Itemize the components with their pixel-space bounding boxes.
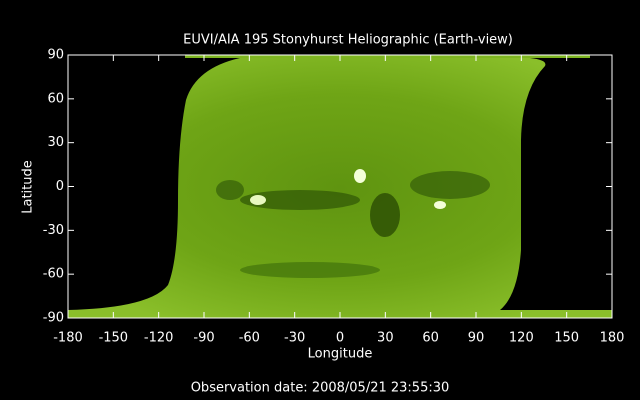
x-tick-label: -30 [284,331,305,346]
x-tick-label: 120 [509,331,534,346]
x-tick-label: -180 [53,331,83,346]
x-tick-label: -60 [239,331,260,346]
y-tick-label: 30 [47,135,64,150]
y-tick-label: -30 [43,223,64,238]
x-tick-label: 150 [554,331,579,346]
solar-map [68,55,612,318]
x-tick-label: -90 [193,331,214,346]
x-tick-label: 60 [422,331,439,346]
chart-title: EUVI/AIA 195 Stonyhurst Heliographic (Ea… [183,33,513,48]
x-tick-label: -150 [99,331,129,346]
x-tick-label: 0 [336,331,344,346]
y-tick-label: -90 [43,311,64,326]
y-tick-label: -60 [43,267,64,282]
x-tick-label: 90 [468,331,485,346]
x-tick-label: 180 [600,331,625,346]
y-axis-label: Latitude [21,160,36,214]
y-tick-label: 0 [56,179,64,194]
x-axis-label: Longitude [308,347,373,362]
y-tick-label: 90 [47,48,64,63]
x-tick-label: -120 [144,331,174,346]
x-tick-label: 30 [377,331,394,346]
footer: Observation date: 2008/05/21 23:55:30 [191,381,450,396]
y-tick-label: 60 [47,91,64,106]
